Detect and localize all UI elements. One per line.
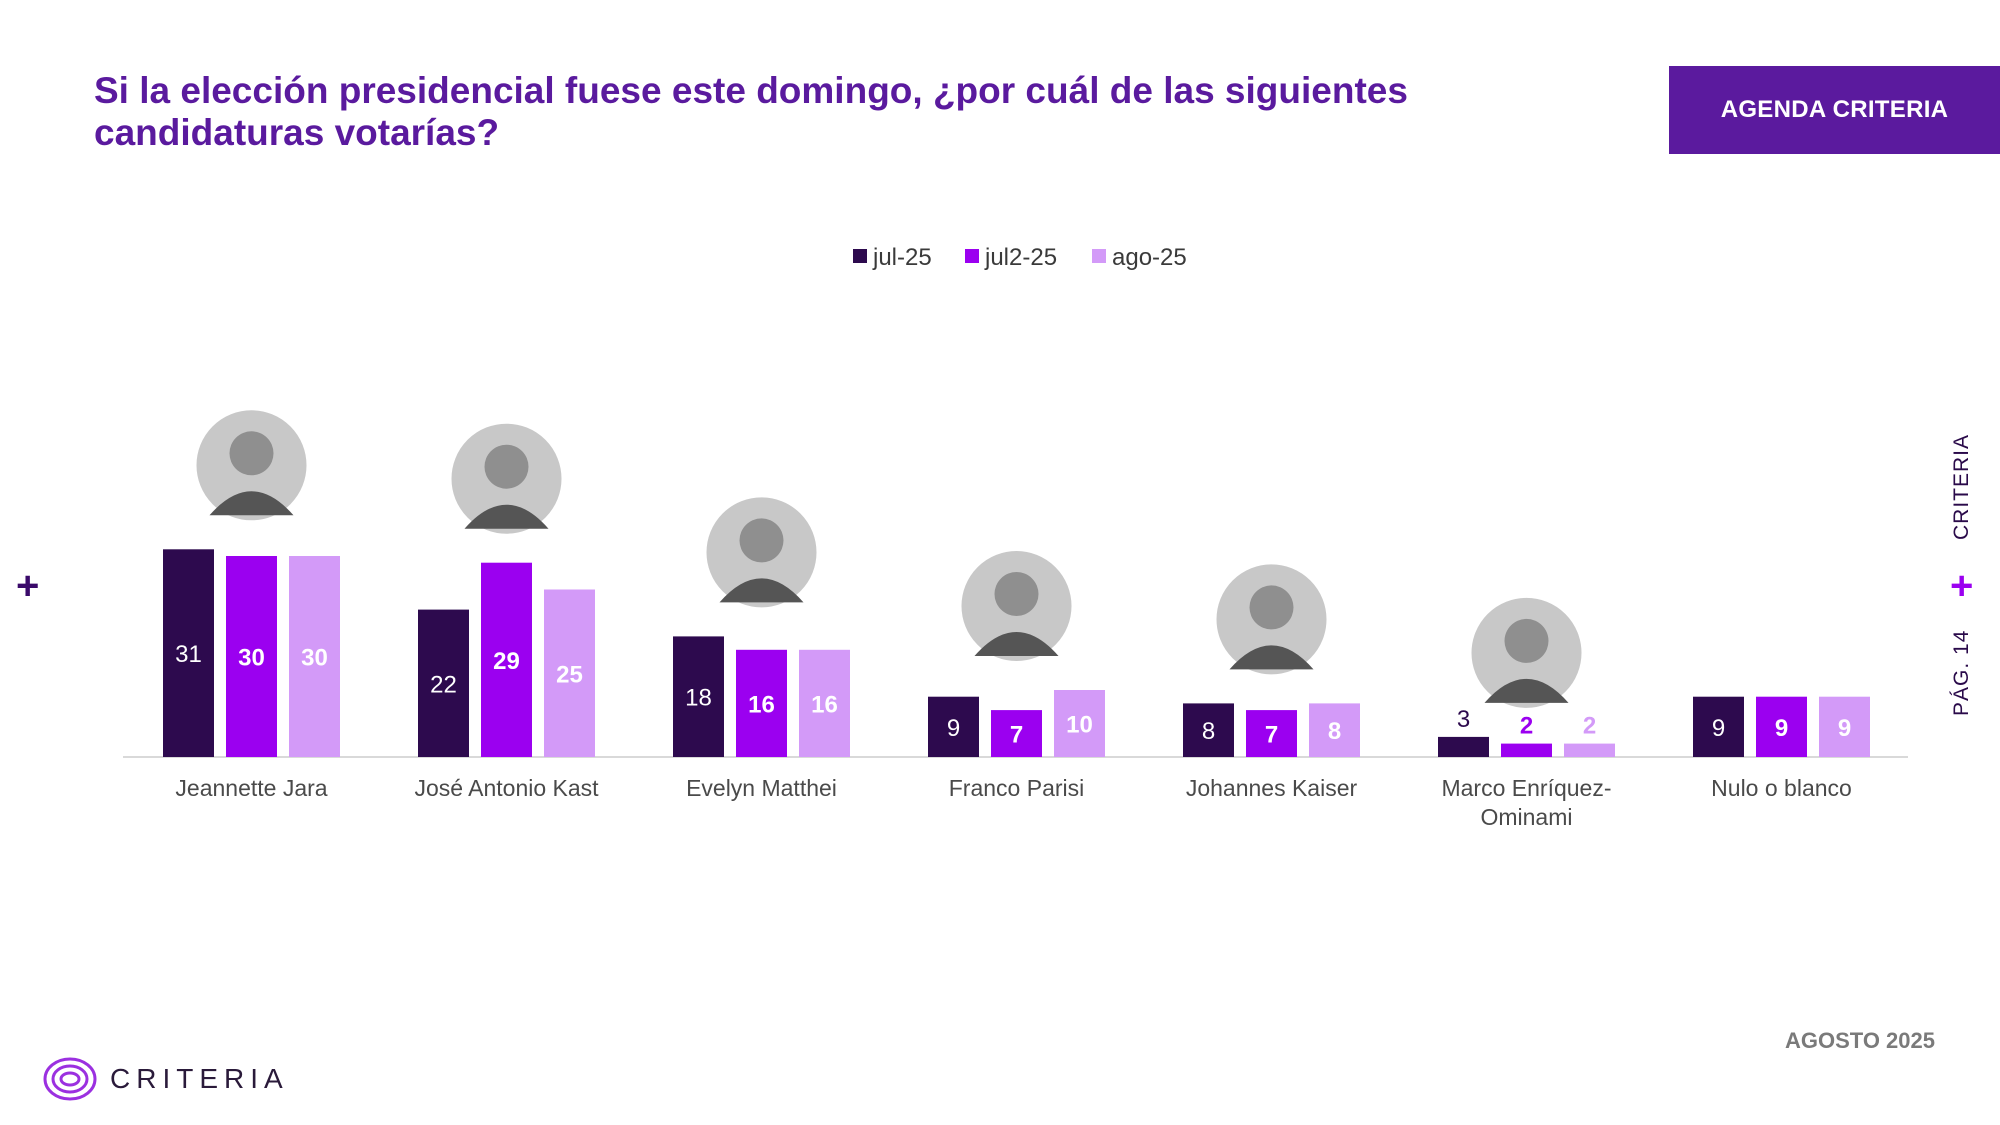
data-label-ago-25-marco-enriquez-ominami: 2 [1583, 713, 1596, 740]
page-title: Si la elección presidencial fuese este d… [94, 70, 1408, 153]
legend-label-jul-25: jul-25 [872, 244, 932, 271]
candidate-photo-head-jeannette-jara [229, 431, 274, 476]
bar-ago-25-jeannette-jara [289, 556, 340, 757]
legend-label-jul2-25: jul2-25 [984, 244, 1057, 271]
bar-jul-25-evelyn-matthei [673, 636, 724, 757]
legend-swatch-jul-25 [853, 249, 867, 263]
data-label-ago-25-franco-parisi: 10 [1066, 712, 1093, 739]
bar-ago-25-marco-enriquez-ominami [1564, 743, 1615, 757]
data-label-jul-25-jeannette-jara: 31 [175, 641, 202, 668]
left-plus-icon: + [16, 564, 40, 608]
data-label-jul-25-jose-antonio-kast: 22 [430, 671, 457, 698]
category-label-jose-antonio-kast: José Antonio Kast [414, 775, 599, 801]
data-label-jul2-25-jeannette-jara: 30 [238, 645, 265, 672]
bar-jul2-25-franco-parisi [991, 710, 1042, 757]
bar-jul2-25-jeannette-jara [226, 556, 277, 757]
bar-jul2-25-johannes-kaiser [1246, 710, 1297, 757]
right-plus-icon: + [1950, 564, 1974, 608]
candidate-photo-head-jose-antonio-kast [484, 444, 529, 489]
data-label-jul2-25-johannes-kaiser: 7 [1265, 722, 1278, 749]
bar-jul2-25-marco-enriquez-ominami [1501, 743, 1552, 757]
category-label-marco-enriquez-ominami-line-2: Ominami [1480, 804, 1572, 830]
category-label-evelyn-matthei: Evelyn Matthei [686, 775, 837, 801]
candidate-photo-body-marco-enriquez-ominami [1484, 678, 1569, 703]
data-label-ago-25-johannes-kaiser: 8 [1328, 718, 1341, 745]
candidate-photo-body-johannes-kaiser [1229, 645, 1314, 670]
bar-ago-25-evelyn-matthei [799, 649, 850, 757]
candidate-photo-body-jose-antonio-kast [464, 504, 549, 529]
data-label-jul-25-marco-enriquez-ominami: 3 [1457, 706, 1470, 733]
bar-jul-25-jeannette-jara [163, 549, 214, 757]
data-label-jul2-25-evelyn-matthei: 16 [748, 691, 775, 718]
data-label-ago-25-nulo-o-blanco: 9 [1838, 715, 1851, 742]
data-label-jul-25-franco-parisi: 9 [947, 715, 960, 742]
bar-jul2-25-jose-antonio-kast [481, 562, 532, 757]
bar-ago-25-jose-antonio-kast [544, 589, 595, 757]
candidate-photo-head-evelyn-matthei [739, 518, 784, 563]
bar-jul2-25-evelyn-matthei [736, 649, 787, 757]
bar-ago-25-johannes-kaiser [1309, 703, 1360, 757]
criteria-logo-icon [43, 1057, 97, 1101]
bar-jul-25-marco-enriquez-ominami [1438, 736, 1489, 757]
data-label-jul-25-nulo-o-blanco: 9 [1712, 715, 1725, 742]
bar-jul2-25-nulo-o-blanco [1756, 696, 1807, 757]
criteria-logo: CRITERIA [42, 1056, 289, 1102]
category-label-johannes-kaiser: Johannes Kaiser [1186, 775, 1358, 801]
bar-ago-25-nulo-o-blanco [1819, 696, 1870, 757]
category-label-nulo-o-blanco: Nulo o blanco [1711, 775, 1852, 801]
criteria-logo-text: CRITERIA [110, 1063, 289, 1094]
candidate-photo-head-marco-enriquez-ominami [1504, 618, 1549, 663]
bar-ago-25-franco-parisi [1054, 690, 1105, 757]
data-label-jul2-25-nulo-o-blanco: 9 [1775, 715, 1788, 742]
data-label-ago-25-evelyn-matthei: 16 [811, 691, 838, 718]
candidate-photo-head-johannes-kaiser [1249, 585, 1294, 630]
data-label-jul-25-johannes-kaiser: 8 [1202, 718, 1215, 745]
candidate-photo-head-franco-parisi [994, 572, 1039, 616]
category-label-marco-enriquez-ominami-line-1: Marco Enríquez- [1441, 775, 1611, 801]
agenda-criteria-badge: AGENDA CRITERIA [1669, 66, 2000, 154]
candidate-photo-body-evelyn-matthei [719, 578, 804, 603]
data-label-jul2-25-jose-antonio-kast: 29 [493, 648, 520, 675]
legend-label-ago-25: ago-25 [1112, 244, 1187, 271]
data-label-jul2-25-marco-enriquez-ominami: 2 [1520, 713, 1533, 740]
data-label-jul2-25-franco-parisi: 7 [1010, 722, 1023, 749]
legend-swatch-jul2-25 [965, 249, 979, 263]
category-label-franco-parisi: Franco Parisi [949, 775, 1084, 801]
legend-swatch-ago-25 [1092, 249, 1106, 263]
bar-jul-25-jose-antonio-kast [418, 609, 469, 757]
data-label-ago-25-jeannette-jara: 30 [301, 645, 328, 672]
category-label-jeannette-jara: Jeannette Jara [175, 775, 327, 801]
bar-jul-25-nulo-o-blanco [1693, 696, 1744, 757]
bar-chart: jul-25 jul2-25 ago-25 31 30 30 Jeannette Jara 2… [123, 244, 1908, 830]
data-label-jul-25-evelyn-matthei: 18 [685, 685, 712, 712]
candidate-photo-body-jeannette-jara [209, 491, 294, 516]
footer-date: AGOSTO 2025 [1785, 1028, 1935, 1053]
data-label-ago-25-jose-antonio-kast: 25 [556, 661, 583, 688]
candidate-photo-body-franco-parisi [974, 632, 1059, 656]
bar-jul-25-franco-parisi [928, 696, 979, 757]
bar-jul-25-johannes-kaiser [1183, 703, 1234, 757]
